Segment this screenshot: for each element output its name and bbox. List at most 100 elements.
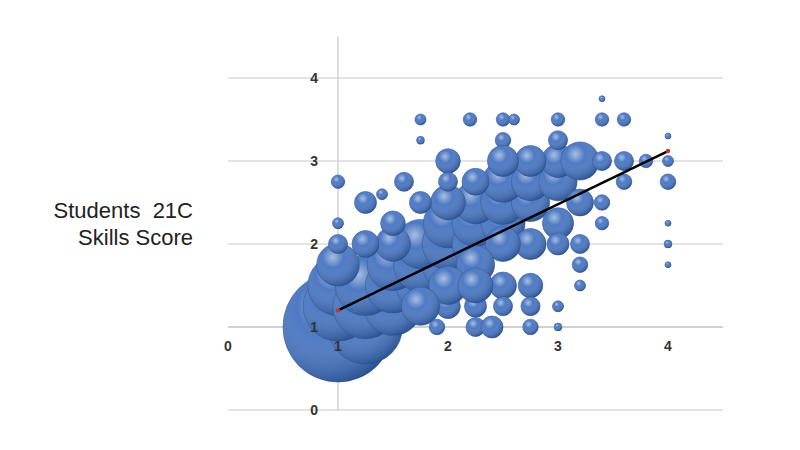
x-tick-label: 3 — [554, 338, 562, 354]
bubble-group — [595, 113, 608, 126]
bubble-shade — [518, 273, 543, 298]
bubble-shade — [554, 323, 562, 331]
bubble-group — [438, 172, 457, 191]
bubble — [410, 192, 432, 214]
x-tick-label: 1 — [334, 338, 342, 354]
bubble-group — [328, 234, 347, 253]
bubble-group — [548, 131, 567, 150]
bubble — [665, 262, 671, 268]
bubble-shade — [429, 319, 445, 335]
bubble-shade — [355, 192, 377, 214]
bubble-group — [490, 272, 517, 299]
bubble — [462, 168, 489, 195]
bubble-group — [594, 195, 610, 211]
bubble-group — [429, 319, 445, 335]
bubble-group — [381, 211, 406, 236]
bubble-shade — [377, 189, 388, 200]
bubble-group — [415, 114, 426, 125]
bubble-group — [595, 217, 608, 230]
x-tick-label: 2 — [444, 338, 452, 354]
bubble — [547, 233, 569, 255]
bubble-group — [509, 114, 520, 125]
bubble-shade — [521, 297, 540, 316]
bubble-group — [377, 189, 388, 200]
bubble-shade — [417, 136, 425, 144]
bubble-group — [331, 175, 344, 188]
y-axis-label-line: Skills Score — [78, 225, 193, 250]
bubble-group — [554, 323, 562, 331]
x-tick-label: 4 — [664, 338, 672, 354]
bubble — [599, 96, 605, 102]
bubble-group — [572, 257, 588, 273]
y-axis-label-line: Students 21C — [54, 198, 194, 223]
bubble-group — [394, 172, 413, 191]
bubble — [487, 145, 518, 176]
bubble — [660, 174, 676, 190]
bubble — [490, 272, 517, 299]
bubble-group — [523, 319, 539, 335]
bubble — [496, 113, 509, 126]
bubble — [429, 319, 445, 335]
bubble — [664, 240, 672, 248]
bubble — [617, 113, 630, 126]
bubble-shade — [665, 133, 671, 139]
bubble-group — [599, 96, 605, 102]
bubble-shade — [665, 220, 671, 226]
bubble-group — [660, 174, 676, 190]
bubble-shade — [352, 231, 379, 258]
bubble — [394, 172, 413, 191]
bubble — [458, 268, 493, 303]
bubble — [594, 195, 610, 211]
bubble-group — [462, 168, 489, 195]
bubble — [493, 297, 512, 316]
bubble — [509, 114, 520, 125]
bubble-group — [458, 268, 493, 303]
bubble — [417, 136, 425, 144]
bubble-shade — [496, 113, 509, 126]
page: {"chart_data": {"type": "bubble", "ylabe… — [0, 0, 800, 450]
bubble-group — [553, 301, 564, 312]
bubble-shade — [663, 156, 674, 167]
bubble-shade — [493, 297, 512, 316]
bubble-group — [355, 192, 377, 214]
bubble-group — [551, 113, 564, 126]
bubble-shade — [660, 174, 676, 190]
bubble-shade — [575, 280, 586, 291]
y-tick-label: 2 — [310, 236, 318, 252]
bubble-group — [617, 113, 630, 126]
bubble-shade — [458, 268, 493, 303]
trend-end-point — [336, 308, 340, 312]
bubble-shade — [594, 195, 610, 211]
bubble — [377, 189, 388, 200]
plot-area — [283, 96, 676, 382]
bubble — [438, 172, 457, 191]
bubble — [554, 323, 562, 331]
bubble-shade — [592, 151, 611, 170]
bubble — [572, 257, 588, 273]
bubble-shade — [490, 272, 517, 299]
bubble-group — [436, 149, 461, 174]
bubble-group — [521, 297, 540, 316]
bubble-shade — [547, 233, 569, 255]
chart: 0123401234Students 21CSkills Score — [0, 0, 800, 450]
bubble-shade — [438, 172, 457, 191]
y-tick-label: 0 — [310, 402, 318, 418]
trend-line — [338, 151, 668, 310]
bubble-group — [417, 136, 425, 144]
bubble-shade — [415, 114, 426, 125]
x-tick-label: 0 — [224, 338, 232, 354]
bubble-shade — [617, 113, 630, 126]
bubble-shade — [410, 192, 432, 214]
bubble-group — [570, 234, 589, 253]
bubble-shade — [595, 217, 608, 230]
bubble-group — [575, 280, 586, 291]
bubble-shade — [551, 113, 564, 126]
y-tick-label: 3 — [310, 153, 318, 169]
bubble-group — [493, 297, 512, 316]
bubble — [331, 175, 344, 188]
bubble-shade — [462, 168, 489, 195]
bubble — [663, 156, 674, 167]
bubble — [518, 273, 543, 298]
bubble-shade — [595, 113, 608, 126]
bubble-group — [663, 156, 674, 167]
